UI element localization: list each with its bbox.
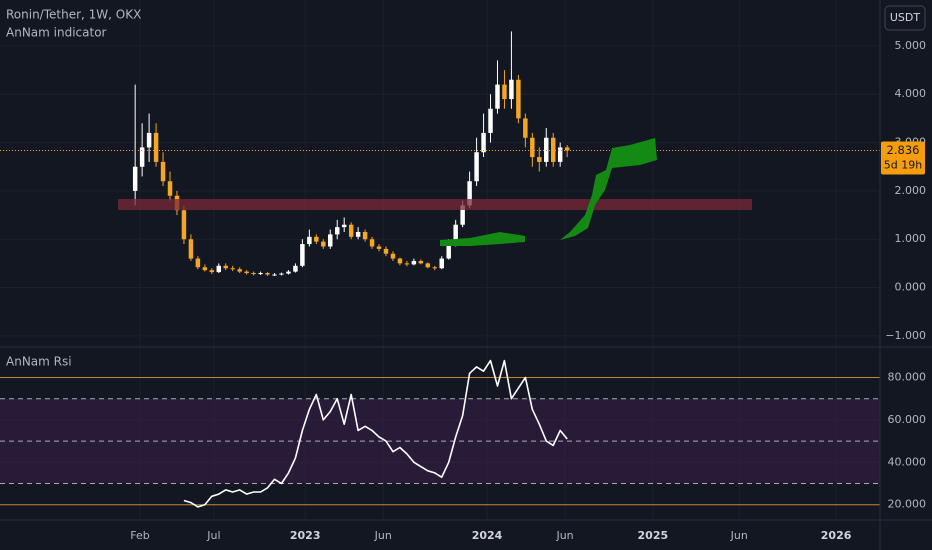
candle-body bbox=[439, 258, 444, 269]
candle-body bbox=[132, 166, 138, 191]
candle-body bbox=[432, 267, 438, 269]
candle-body bbox=[160, 161, 166, 182]
y-tick-label: 40.000 bbox=[888, 455, 927, 468]
candle-body bbox=[537, 157, 542, 162]
candle-body bbox=[195, 258, 201, 268]
candle-body bbox=[153, 132, 159, 162]
candle-body bbox=[523, 118, 528, 138]
candle-body bbox=[564, 147, 570, 151]
x-tick-label: 2024 bbox=[472, 529, 503, 542]
candle-body bbox=[307, 236, 312, 245]
candle-body bbox=[397, 258, 403, 264]
candle-body bbox=[265, 273, 270, 275]
candle-body bbox=[334, 227, 340, 235]
candle-body bbox=[328, 234, 333, 247]
plot-layer bbox=[0, 31, 880, 508]
candle-body bbox=[314, 236, 319, 242]
zone bbox=[118, 199, 752, 210]
candle-body bbox=[230, 268, 235, 270]
candle-body bbox=[544, 137, 549, 162]
y-tick-label: 80.000 bbox=[888, 371, 927, 384]
candle-body bbox=[474, 152, 479, 182]
candle-body bbox=[279, 273, 284, 275]
candle-body bbox=[167, 181, 173, 196]
y-tick-label: 60.000 bbox=[888, 413, 927, 426]
candle-body bbox=[390, 253, 396, 259]
x-tick-label: Jun bbox=[374, 529, 392, 542]
y-tick-label: 1.000 bbox=[895, 232, 927, 245]
candle-body bbox=[244, 271, 249, 274]
x-tick-label: 2025 bbox=[638, 529, 669, 542]
candle-body bbox=[251, 273, 256, 275]
candle-body bbox=[550, 137, 556, 162]
candle-body bbox=[223, 265, 228, 269]
candle-body bbox=[341, 224, 347, 228]
candle-body bbox=[216, 265, 222, 273]
y-tick-label: 2.000 bbox=[895, 184, 927, 197]
candle-body bbox=[272, 274, 277, 276]
last-price-box bbox=[881, 141, 925, 175]
candle-body bbox=[369, 239, 375, 247]
x-tick-label: 2026 bbox=[821, 529, 852, 542]
candle-body bbox=[348, 224, 354, 237]
cloud bbox=[560, 138, 657, 240]
y-tick-label: 20.000 bbox=[888, 498, 927, 511]
candle-body bbox=[404, 263, 410, 265]
candle-body bbox=[321, 241, 326, 247]
candle-body bbox=[286, 271, 291, 274]
candle-body bbox=[418, 260, 424, 264]
candle-body bbox=[453, 224, 458, 245]
candle-body bbox=[209, 270, 215, 273]
candle-body bbox=[530, 137, 535, 158]
candle-body bbox=[146, 132, 152, 148]
candle-body bbox=[383, 248, 389, 254]
x-tick-label: Jul bbox=[206, 529, 220, 542]
candle-body bbox=[502, 84, 507, 100]
candle-body bbox=[376, 246, 382, 249]
y-tick-label: 4.000 bbox=[895, 87, 927, 100]
candle-body bbox=[300, 244, 305, 266]
cloud bbox=[440, 232, 525, 246]
candle-body bbox=[495, 84, 500, 109]
candle-body bbox=[258, 273, 263, 275]
currency-label[interactable]: USDT bbox=[890, 11, 921, 24]
candle-body bbox=[181, 210, 187, 240]
indicator-name: AnNam indicator bbox=[6, 26, 107, 40]
candle-body bbox=[460, 205, 465, 225]
candle-body bbox=[467, 181, 472, 206]
candle-body bbox=[509, 79, 514, 100]
candle-body bbox=[411, 260, 417, 265]
candle-body bbox=[481, 132, 486, 153]
candle-body bbox=[557, 147, 563, 162]
candle-body bbox=[362, 231, 368, 240]
candle-body bbox=[237, 269, 242, 272]
symbol: Ronin/Tether, 1W, OKX bbox=[6, 8, 141, 22]
last-price-label: 2.836 bbox=[887, 143, 920, 157]
x-tick-label: 2023 bbox=[290, 529, 321, 542]
x-tick-label: Feb bbox=[130, 529, 149, 542]
currency-button[interactable] bbox=[884, 5, 926, 31]
candle-body bbox=[188, 239, 194, 259]
y-tick-label: 0.000 bbox=[895, 281, 927, 294]
candle-body bbox=[202, 267, 208, 271]
y-tick-label: 5.000 bbox=[895, 39, 927, 52]
candle-body bbox=[355, 231, 361, 237]
rsi-line bbox=[183, 359, 568, 508]
countdown-label: 5d 19h bbox=[884, 158, 922, 171]
candle-body bbox=[139, 147, 145, 167]
candle-body bbox=[446, 244, 451, 259]
y-tick-label: −1.000 bbox=[885, 329, 926, 342]
rsi-title: AnNam Rsi bbox=[6, 355, 72, 369]
x-tick-label: Jun bbox=[555, 529, 573, 542]
candle-body bbox=[488, 108, 493, 133]
x-tick-label: Jun bbox=[730, 529, 748, 542]
candle-body bbox=[293, 265, 298, 272]
candle-body bbox=[516, 79, 521, 119]
candle-body bbox=[425, 263, 431, 268]
